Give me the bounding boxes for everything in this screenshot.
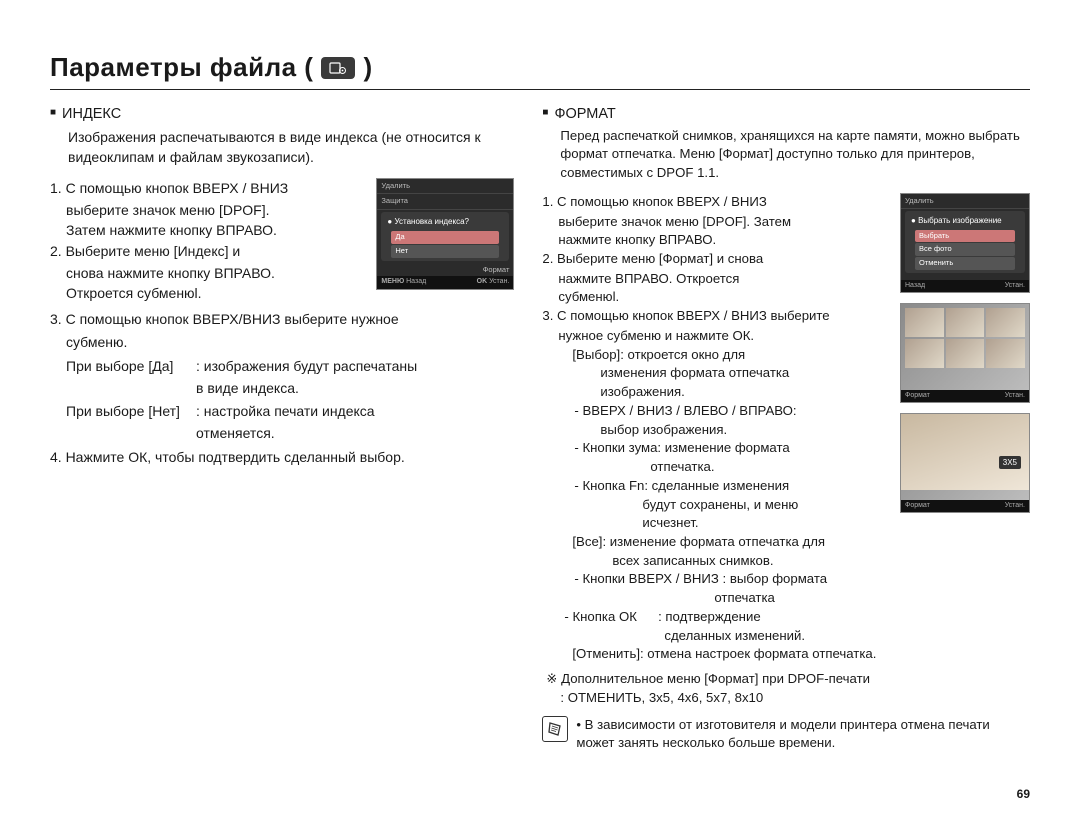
thumb-opt: Отменить bbox=[915, 257, 1015, 270]
index-step3-l2: субменю. bbox=[50, 332, 514, 352]
bullet-icon: ■ bbox=[50, 106, 56, 121]
choice-no-label: При выборе [Нет] bbox=[66, 401, 196, 421]
format-extra2: : ОТМЕНИТЬ, 3x5, 4x6, 5x7, 8x10 bbox=[542, 689, 890, 708]
thumb-opt-yes: Да bbox=[391, 231, 499, 244]
thumb-footer: МЕНЮ Назад OK Устан. bbox=[377, 276, 513, 288]
choice-yes-label: При выборе [Да] bbox=[66, 356, 196, 376]
format-vse1: [Все]: изменение формата отпечатка для bbox=[542, 533, 890, 552]
format-s2c: субменюl. bbox=[542, 288, 890, 307]
thumb-opt: Все фото bbox=[915, 243, 1015, 256]
format-d5c: сделанных изменений. bbox=[542, 627, 890, 646]
thumb-opt: Выбрать bbox=[915, 230, 1015, 243]
page-title: Параметры файла ( ) bbox=[50, 52, 1030, 83]
format-d3: - Кнопка Fn: сделанные изменения bbox=[542, 477, 890, 496]
thumb-title: ● Выбрать изображение bbox=[907, 213, 1023, 228]
index-step2-l3: Откроется субменюl. bbox=[50, 283, 366, 303]
format-d3b: будут сохранены, и меню bbox=[542, 496, 890, 515]
index-steps-1-2: 1. С помощью кнопок ВВЕРХ / ВНИЗ выберит… bbox=[50, 178, 366, 304]
choice-no-val2: отменяется. bbox=[196, 423, 514, 443]
note-icon bbox=[542, 716, 568, 742]
thumb-row-protect: Защита bbox=[377, 194, 513, 210]
thumb-row-delete: Удалить bbox=[377, 179, 513, 195]
right-column: ■ ФОРМАТ Перед распечаткой снимков, хран… bbox=[542, 104, 1030, 753]
left-column: ■ ИНДЕКС Изображения распечатываются в в… bbox=[50, 104, 514, 753]
format-intro: Перед распечаткой снимков, хранящихся на… bbox=[542, 127, 1030, 183]
format-d2: - Кнопки зума: изменение формата bbox=[542, 439, 890, 458]
format-vyb1: [Выбор]: откроется окно для bbox=[542, 346, 890, 365]
thumb-footer: ФорматУстан. bbox=[901, 390, 1029, 402]
thumb-footer: НазадУстан. bbox=[901, 280, 1029, 292]
format-d3c: исчезнет. bbox=[542, 514, 890, 533]
format-d1b: выбор изображения. bbox=[542, 421, 890, 440]
format-thumb-grid: ФорматУстан. bbox=[900, 303, 1030, 403]
format-thumb-single: 3X5 ФорматУстан. bbox=[900, 413, 1030, 513]
file-settings-icon bbox=[321, 57, 355, 79]
index-step3-l1: 3. С помощью кнопок ВВЕРХ/ВНИЗ выберите … bbox=[66, 309, 514, 329]
format-steps: 1. С помощью кнопок ВВЕРХ / ВНИЗ выберит… bbox=[542, 193, 890, 708]
bullet-icon: ■ bbox=[542, 106, 548, 120]
title-rule bbox=[50, 89, 1030, 90]
format-thumbnails: Удалить ● Выбрать изображение Выбрать Вс… bbox=[900, 193, 1030, 513]
note-text: • В зависимости от изготовителя и модели… bbox=[576, 716, 1030, 753]
index-step1-l3: Затем нажмите кнопку ВПРАВО. bbox=[50, 220, 366, 240]
index-intro: Изображения распечатываются в виде индек… bbox=[50, 127, 514, 168]
format-heading-text: ФОРМАТ bbox=[554, 104, 615, 125]
format-d4b: отпечатка bbox=[542, 589, 890, 608]
format-heading: ■ ФОРМАТ bbox=[542, 104, 1030, 125]
reference-mark-icon: ※ bbox=[546, 671, 561, 686]
index-step1-l1: 1. С помощью кнопок ВВЕРХ / ВНИЗ bbox=[66, 178, 366, 198]
format-vyb3: изображения. bbox=[542, 383, 890, 402]
choice-yes-val2: в виде индекса. bbox=[196, 378, 514, 398]
thumb-dialog-title: ● Установка индекса? bbox=[383, 214, 507, 230]
index-thumbnail: Удалить Защита ● Установка индекса? Да Н… bbox=[376, 178, 514, 290]
format-d5: - Кнопка ОК : подтверждение bbox=[542, 608, 890, 627]
page-number: 69 bbox=[1017, 787, 1030, 801]
thumb-row: Удалить bbox=[901, 194, 1029, 210]
format-d2b: отпечатка. bbox=[542, 458, 890, 477]
thumb-size-label: 3X5 bbox=[999, 456, 1021, 469]
format-thumb-menu: Удалить ● Выбрать изображение Выбрать Вс… bbox=[900, 193, 1030, 293]
title-prefix: Параметры файла ( bbox=[50, 52, 313, 83]
format-d1: - ВВЕРХ / ВНИЗ / ВЛЕВО / ВПРАВО: bbox=[542, 402, 890, 421]
choice-no-val1: : настройка печати индекса bbox=[196, 401, 514, 421]
index-step2-l2: снова нажмите кнопку ВПРАВО. bbox=[50, 263, 366, 283]
thumb-footer: ФорматУстан. bbox=[901, 500, 1029, 512]
index-heading: ■ ИНДЕКС bbox=[50, 104, 514, 125]
format-s1b: выберите значок меню [DPOF]. Затем bbox=[542, 213, 890, 232]
title-suffix: ) bbox=[363, 52, 372, 83]
index-step2-l1: 2. Выберите меню [Индекс] и bbox=[66, 241, 366, 261]
format-s1c: нажмите кнопку ВПРАВО. bbox=[542, 231, 890, 250]
format-extra: ※ Дополнительное меню [Формат] при DPOF-… bbox=[542, 670, 890, 689]
index-heading-text: ИНДЕКС bbox=[62, 104, 121, 125]
thumb-opt-no: Нет bbox=[391, 245, 499, 258]
format-otm: [Отменить]: отмена настроек формата отпе… bbox=[542, 645, 890, 664]
format-s2a: 2. Выберите меню [Формат] и снова bbox=[558, 250, 890, 269]
index-choice-defs: При выборе [Да] : изображения будут расп… bbox=[50, 356, 514, 443]
format-vyb2: изменения формата отпечатка bbox=[542, 364, 890, 383]
note-row: • В зависимости от изготовителя и модели… bbox=[542, 716, 1030, 753]
format-s3b: нужное субменю и нажмите ОК. bbox=[542, 327, 890, 346]
format-d4: - Кнопки ВВЕРХ / ВНИЗ : выбор формата bbox=[542, 570, 890, 589]
format-s3a: 3. С помощью кнопок ВВЕРХ / ВНИЗ выберит… bbox=[558, 307, 890, 326]
index-step4: 4. Нажмите ОК, чтобы подтвердить сделанн… bbox=[66, 447, 514, 467]
format-s1a: 1. С помощью кнопок ВВЕРХ / ВНИЗ bbox=[558, 193, 890, 212]
choice-yes-val1: : изображения будут распечатаны bbox=[196, 356, 514, 376]
format-s2b: нажмите ВПРАВО. Откроется bbox=[542, 270, 890, 289]
format-vse2: всех записанных снимков. bbox=[542, 552, 890, 571]
index-step1-l2: выберите значок меню [DPOF]. bbox=[50, 200, 366, 220]
